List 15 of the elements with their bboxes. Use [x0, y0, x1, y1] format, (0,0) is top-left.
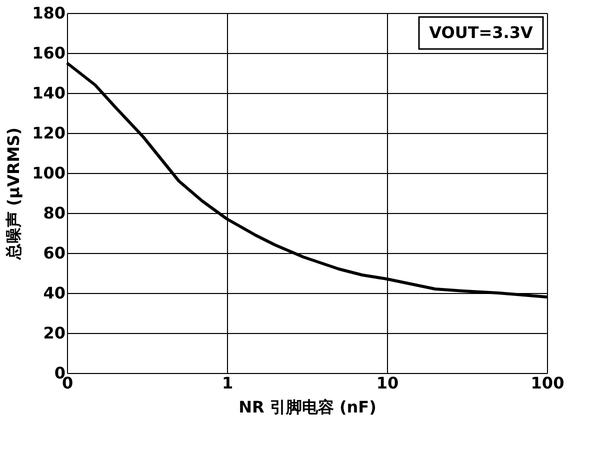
y-tick-label: 80 [43, 204, 66, 222]
y-tick-label: 120 [32, 124, 66, 142]
y-tick-label: 60 [43, 244, 66, 262]
x-axis-title: NR 引脚电容 (nF) [238, 398, 376, 416]
x-tick-label: 100 [530, 374, 564, 392]
y-tick-label: 160 [32, 44, 66, 62]
y-tick-label: 20 [43, 324, 66, 342]
y-tick-label: 40 [43, 284, 66, 302]
y-tick-label: 180 [32, 4, 66, 22]
annotation: VOUT=3.3V [429, 23, 534, 42]
y-axis-title: 总噪声 (μVRMS) [4, 127, 24, 261]
x-tick-label: 1 [222, 374, 234, 392]
y-tick-label: 140 [32, 84, 66, 102]
y-tick-label: 100 [32, 164, 66, 182]
x-tick-label: 10 [376, 374, 399, 392]
